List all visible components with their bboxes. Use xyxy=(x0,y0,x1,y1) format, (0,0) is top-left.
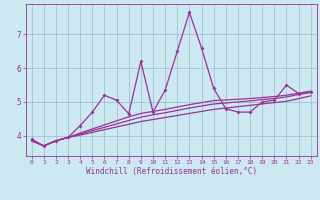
X-axis label: Windchill (Refroidissement éolien,°C): Windchill (Refroidissement éolien,°C) xyxy=(86,167,257,176)
